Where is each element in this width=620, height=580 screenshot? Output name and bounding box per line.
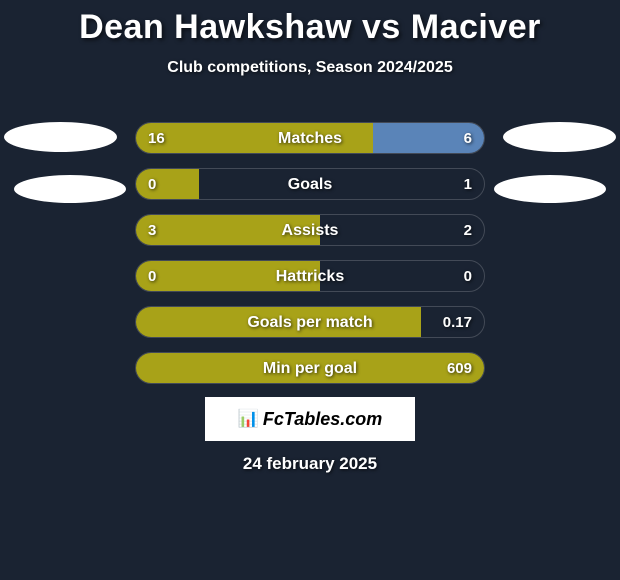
bar-value-left: 3 xyxy=(148,215,156,246)
bar-value-left: 16 xyxy=(148,123,165,154)
bar-value-left: 0 xyxy=(148,261,156,292)
player-left-badge-2 xyxy=(14,175,126,203)
chart-icon: 📊 xyxy=(238,409,259,429)
bar-value-right: 0.17 xyxy=(443,307,472,338)
bar-value-right: 6 xyxy=(464,123,472,154)
page-title: Dean Hawkshaw vs Maciver xyxy=(0,0,620,47)
bar-value-left: 0 xyxy=(148,169,156,200)
subtitle: Club competitions, Season 2024/2025 xyxy=(0,59,620,77)
bar-label: Goals xyxy=(136,169,484,200)
player-right-badge-1 xyxy=(503,122,616,152)
stat-bar-row: Goals per match0.17 xyxy=(135,306,485,338)
bar-label: Hattricks xyxy=(136,261,484,292)
bar-label: Matches xyxy=(136,123,484,154)
brand-box[interactable]: 📊 FcTables.com xyxy=(205,397,415,441)
stat-bar-row: Min per goal609 xyxy=(135,352,485,384)
player-left-badge-1 xyxy=(4,122,117,152)
stat-bar-row: Matches16 6 xyxy=(135,122,485,154)
bar-value-right: 1 xyxy=(464,169,472,200)
stat-bar-row: Assists3 2 xyxy=(135,214,485,246)
bar-label: Min per goal xyxy=(136,353,484,384)
bar-label: Goals per match xyxy=(136,307,484,338)
stat-bar-row: Hattricks0 0 xyxy=(135,260,485,292)
stat-bar-row: Goals0 1 xyxy=(135,168,485,200)
player-right-badge-2 xyxy=(494,175,606,203)
bar-label: Assists xyxy=(136,215,484,246)
bar-value-right: 0 xyxy=(464,261,472,292)
brand-label: FcTables.com xyxy=(263,409,382,430)
bar-value-right: 609 xyxy=(447,353,472,384)
bar-value-right: 2 xyxy=(464,215,472,246)
stat-bars-container: Matches166Goals01Assists32Hattricks00Goa… xyxy=(135,122,485,398)
date-text: 24 february 2025 xyxy=(0,454,620,474)
